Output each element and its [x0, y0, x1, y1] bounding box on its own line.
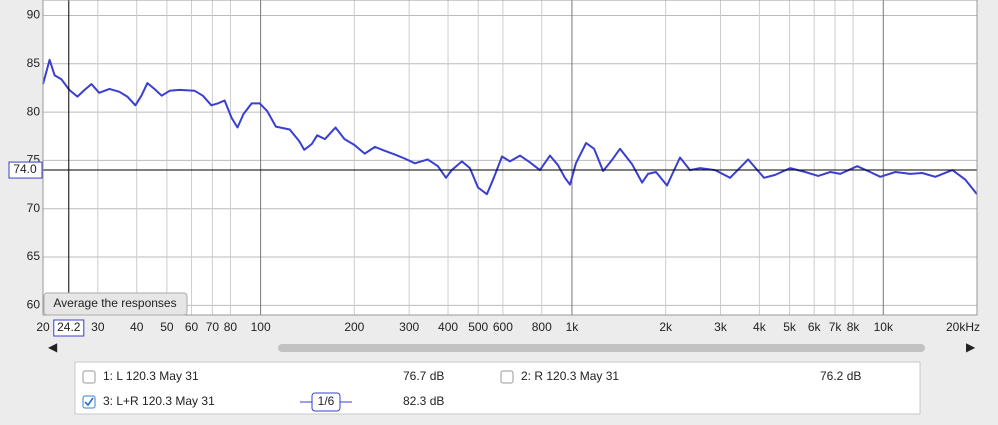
x-tick-label: 600 [493, 320, 513, 334]
measurement-name: 2: R 120.3 May 31 [521, 369, 619, 383]
x-tick-label: 8k [847, 320, 861, 334]
measurement-level: 76.2 dB [820, 369, 861, 383]
x-tick-label: 10k [874, 320, 894, 334]
x-tick-label: 50 [160, 320, 174, 334]
measurement-level: 76.7 dB [403, 369, 444, 383]
cursor-y-box [8, 161, 43, 179]
x-tick-label: 5k [783, 320, 797, 334]
checkbox[interactable] [82, 395, 96, 409]
cursor-x-box [53, 319, 85, 337]
tooltip-box [43, 292, 188, 316]
scroll-thumb[interactable] [278, 344, 925, 352]
x-tick-label: 300 [399, 320, 419, 334]
smoothing: 1/6 [318, 394, 335, 408]
check-mark [84, 397, 94, 407]
grid [42, 0, 978, 315]
y-tick-label: 90 [27, 8, 41, 22]
scroll-left[interactable]: ◀ [48, 340, 58, 354]
x-tick-label: 100 [251, 320, 271, 334]
x-tick-label: 7k [829, 320, 843, 334]
y-tick-label: 65 [27, 249, 41, 263]
measurement-panel [74, 361, 921, 415]
y-tick-label: 80 [27, 104, 41, 118]
tooltip: Average the responses [53, 296, 176, 310]
checkbox[interactable] [82, 370, 96, 384]
x-tick-label: 2k [659, 320, 673, 334]
panel-items: 1: L 120.3 May 31 76.7 dB 2: R 120.3 May 3… [82, 369, 861, 412]
x-tick-label: 6k [808, 320, 822, 334]
x-tick-label: 200 [344, 320, 364, 334]
response-line [42, 58, 978, 196]
scroll-right[interactable]: ▶ [966, 340, 976, 354]
checkbox[interactable] [500, 370, 514, 384]
measurement-name: 3: L+R 120.3 May 31 [103, 394, 215, 408]
y-tick-label: 60 [27, 298, 41, 312]
x-tick-label: 400 [438, 320, 458, 334]
cursor-y-label: 74.0 [13, 162, 37, 176]
plot-border [42, 0, 978, 316]
x-tick-label: 80 [224, 320, 238, 334]
measurement-name: 1: L 120.3 May 31 [103, 369, 199, 383]
x-tick-label: 20kHz [946, 320, 980, 334]
x-tick-label: 1k [566, 320, 580, 334]
plot-area [43, 0, 977, 315]
x-tick-label: 800 [532, 320, 552, 334]
x-tick-label: 3k [714, 320, 728, 334]
y-tick-label: 85 [27, 56, 41, 70]
x-tick-label: 4k [753, 320, 767, 334]
smoothing-box[interactable] [311, 392, 341, 412]
x-tick-label: 500 [468, 320, 488, 334]
x-tick-label: 30 [91, 320, 105, 334]
x-tick-label: 20 [36, 320, 50, 334]
cursor-x-label: 24.2 [57, 320, 81, 334]
marks [42, 0, 978, 315]
x-tick-label: 40 [130, 320, 144, 334]
y-tick-label: 70 [27, 201, 41, 215]
x-tick-label: 60 [185, 320, 199, 334]
x-tick-label: 70 [206, 320, 220, 334]
measurement-level: 82.3 dB [403, 394, 444, 408]
